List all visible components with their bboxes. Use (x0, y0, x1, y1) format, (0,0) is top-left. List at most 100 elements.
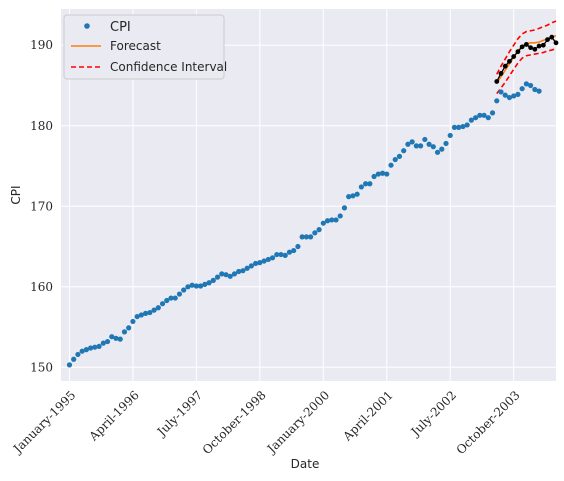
confidence-interval-lines (496, 20, 557, 95)
ci-upper-line (496, 20, 557, 75)
cpi-point (138, 312, 144, 318)
cpi-point (159, 301, 166, 307)
cpi-point (422, 136, 428, 143)
cpi-point (130, 318, 136, 325)
cpi-point (337, 213, 343, 219)
cpi-point (485, 115, 491, 121)
cpi-point (333, 217, 339, 223)
cpi-point (265, 256, 271, 263)
cpi-point (329, 217, 335, 223)
cpi-point (248, 263, 254, 269)
cpi-point (341, 205, 348, 211)
test-point (519, 44, 525, 50)
cpi-point (308, 234, 314, 240)
ci-lower-line (496, 47, 557, 95)
y-tick-label: 190 (30, 38, 53, 52)
cpi-point (375, 171, 381, 177)
legend-ci-label: Confidence Interval (110, 60, 227, 74)
test-point (532, 46, 538, 52)
cpi-point (269, 255, 276, 261)
legend: CPI Forecast Confidence Interval (63, 14, 227, 80)
cpi-point (532, 86, 538, 93)
cpi-point (96, 343, 102, 349)
cpi-point (83, 347, 89, 353)
x-tick-label: July-1997 (153, 388, 205, 440)
x-tick-label: April-2001 (340, 388, 396, 444)
legend-cpi-label: CPI (110, 20, 131, 35)
cpi-point (295, 243, 301, 250)
cpi-point (473, 115, 479, 121)
cpi-point (202, 281, 208, 287)
x-tick-label: July-2002 (407, 388, 459, 440)
cpi-point (223, 272, 229, 278)
cpi-point (447, 132, 453, 139)
cpi-point (401, 148, 407, 154)
cpi-point (481, 112, 487, 118)
cpi-point (312, 230, 318, 236)
cpi-point (291, 247, 297, 254)
cpi-point (506, 94, 513, 101)
cpi-point (286, 249, 293, 255)
cpi-point (219, 271, 225, 277)
cpi-point (299, 234, 305, 240)
test-point (549, 34, 555, 40)
cpi-point (147, 309, 153, 316)
cpi-point (409, 139, 415, 145)
cpi-point (189, 282, 195, 288)
cpi-point (92, 344, 98, 350)
cpi-point (396, 153, 403, 159)
cpi-point (172, 295, 178, 301)
cpi-point (456, 124, 462, 130)
test-points (494, 34, 559, 84)
cpi-point (413, 143, 419, 149)
cpi-point (185, 284, 191, 290)
cpi-point (489, 110, 496, 116)
cpi-point (198, 283, 204, 289)
y-tick-label: 160 (30, 280, 53, 294)
cpi-point (303, 234, 309, 240)
cpi-point (379, 170, 386, 176)
cpi-point (244, 265, 250, 271)
cpi-point (66, 362, 73, 368)
cpi-point (354, 191, 360, 197)
x-tick-label: October-2003 (454, 388, 523, 457)
cpi-point (464, 122, 470, 128)
x-tick-label: April-1996 (86, 388, 142, 444)
test-point (494, 79, 500, 84)
legend-cpi-marker (84, 23, 90, 29)
cpi-point (109, 334, 115, 340)
test-point (502, 63, 508, 69)
cpi-point (346, 194, 352, 200)
cpi-point (443, 140, 449, 147)
cpi-point (430, 144, 436, 150)
cpi-point (350, 193, 356, 199)
cpi-point (151, 307, 157, 313)
test-point (511, 54, 517, 59)
x-tick-label: January-1995 (9, 388, 78, 457)
cpi-point (240, 268, 246, 274)
test-point (553, 40, 559, 46)
cpi-point (257, 260, 263, 266)
cpi-point (206, 280, 212, 286)
cpi-point (384, 171, 390, 177)
cpi-point (193, 283, 199, 289)
cpi-point (363, 181, 369, 187)
cpi-point (434, 149, 441, 155)
legend-forecast-label: Forecast (110, 39, 161, 53)
cpi-point (536, 88, 542, 94)
test-point (528, 45, 534, 51)
cpi-point (371, 173, 377, 180)
cpi-point (227, 273, 233, 279)
y-tick-labels: 150 160 170 180 190 (30, 38, 53, 374)
cpi-point (451, 124, 458, 130)
test-point (523, 42, 529, 47)
cpi-point (75, 351, 81, 358)
cpi-point (426, 141, 432, 147)
cpi-point (261, 258, 267, 264)
cpi-point (214, 274, 221, 280)
cpi-point (71, 356, 77, 362)
cpi-point (79, 348, 85, 354)
cpi-point (367, 181, 373, 187)
y-tick-label: 170 (30, 199, 53, 213)
